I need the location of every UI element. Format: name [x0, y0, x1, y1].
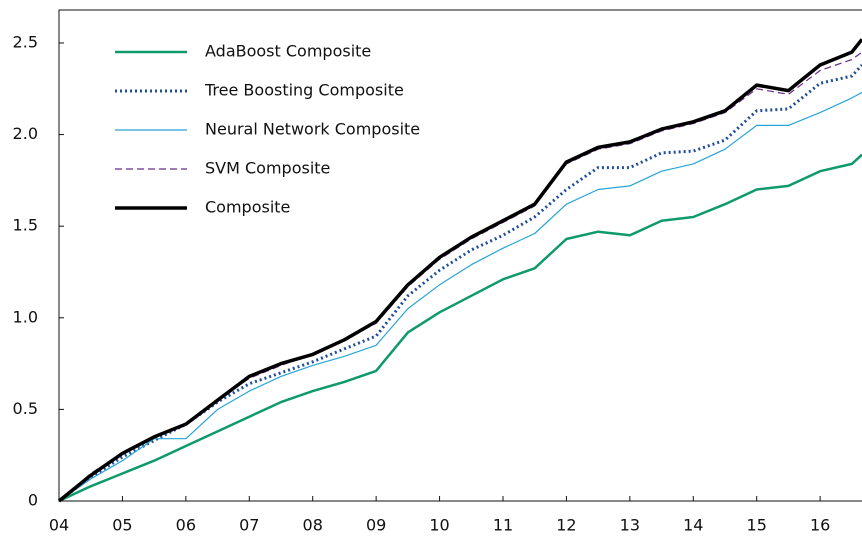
legend-label: Composite [205, 198, 290, 217]
series-line [58, 51, 862, 502]
series-line [57, 38, 862, 503]
x-tick-label: 11 [493, 516, 513, 535]
y-tick-label: 2.0 [13, 124, 38, 143]
series-line [58, 153, 862, 503]
y-tick-label: 1.0 [13, 307, 38, 326]
legend-label: Neural Network Composite [205, 120, 420, 139]
x-tick-label: 12 [556, 516, 576, 535]
plot-frame [58, 9, 862, 502]
x-tick-label: 10 [429, 516, 449, 535]
x-tick-label: 09 [366, 516, 386, 535]
x-tick-label: 15 [747, 516, 767, 535]
x-tick-label: 08 [303, 516, 323, 535]
x-tick-label: 13 [620, 516, 640, 535]
series-line [58, 91, 862, 502]
x-tick-label: 04 [49, 516, 69, 535]
legend-label: Tree Boosting Composite [204, 81, 404, 100]
y-tick-label: 0 [28, 491, 38, 510]
x-tick-label: 16 [810, 516, 830, 535]
y-tick-label: 0.5 [13, 399, 38, 418]
x-tick-label: 14 [683, 516, 703, 535]
x-tick-label: 05 [112, 516, 132, 535]
x-tick-label: 06 [176, 516, 196, 535]
x-tick-label: 07 [239, 516, 259, 535]
y-tick-label: 2.5 [13, 32, 38, 51]
legend-label: SVM Composite [205, 159, 330, 178]
legend-label: AdaBoost Composite [205, 42, 371, 61]
y-tick-label: 1.5 [13, 216, 38, 235]
